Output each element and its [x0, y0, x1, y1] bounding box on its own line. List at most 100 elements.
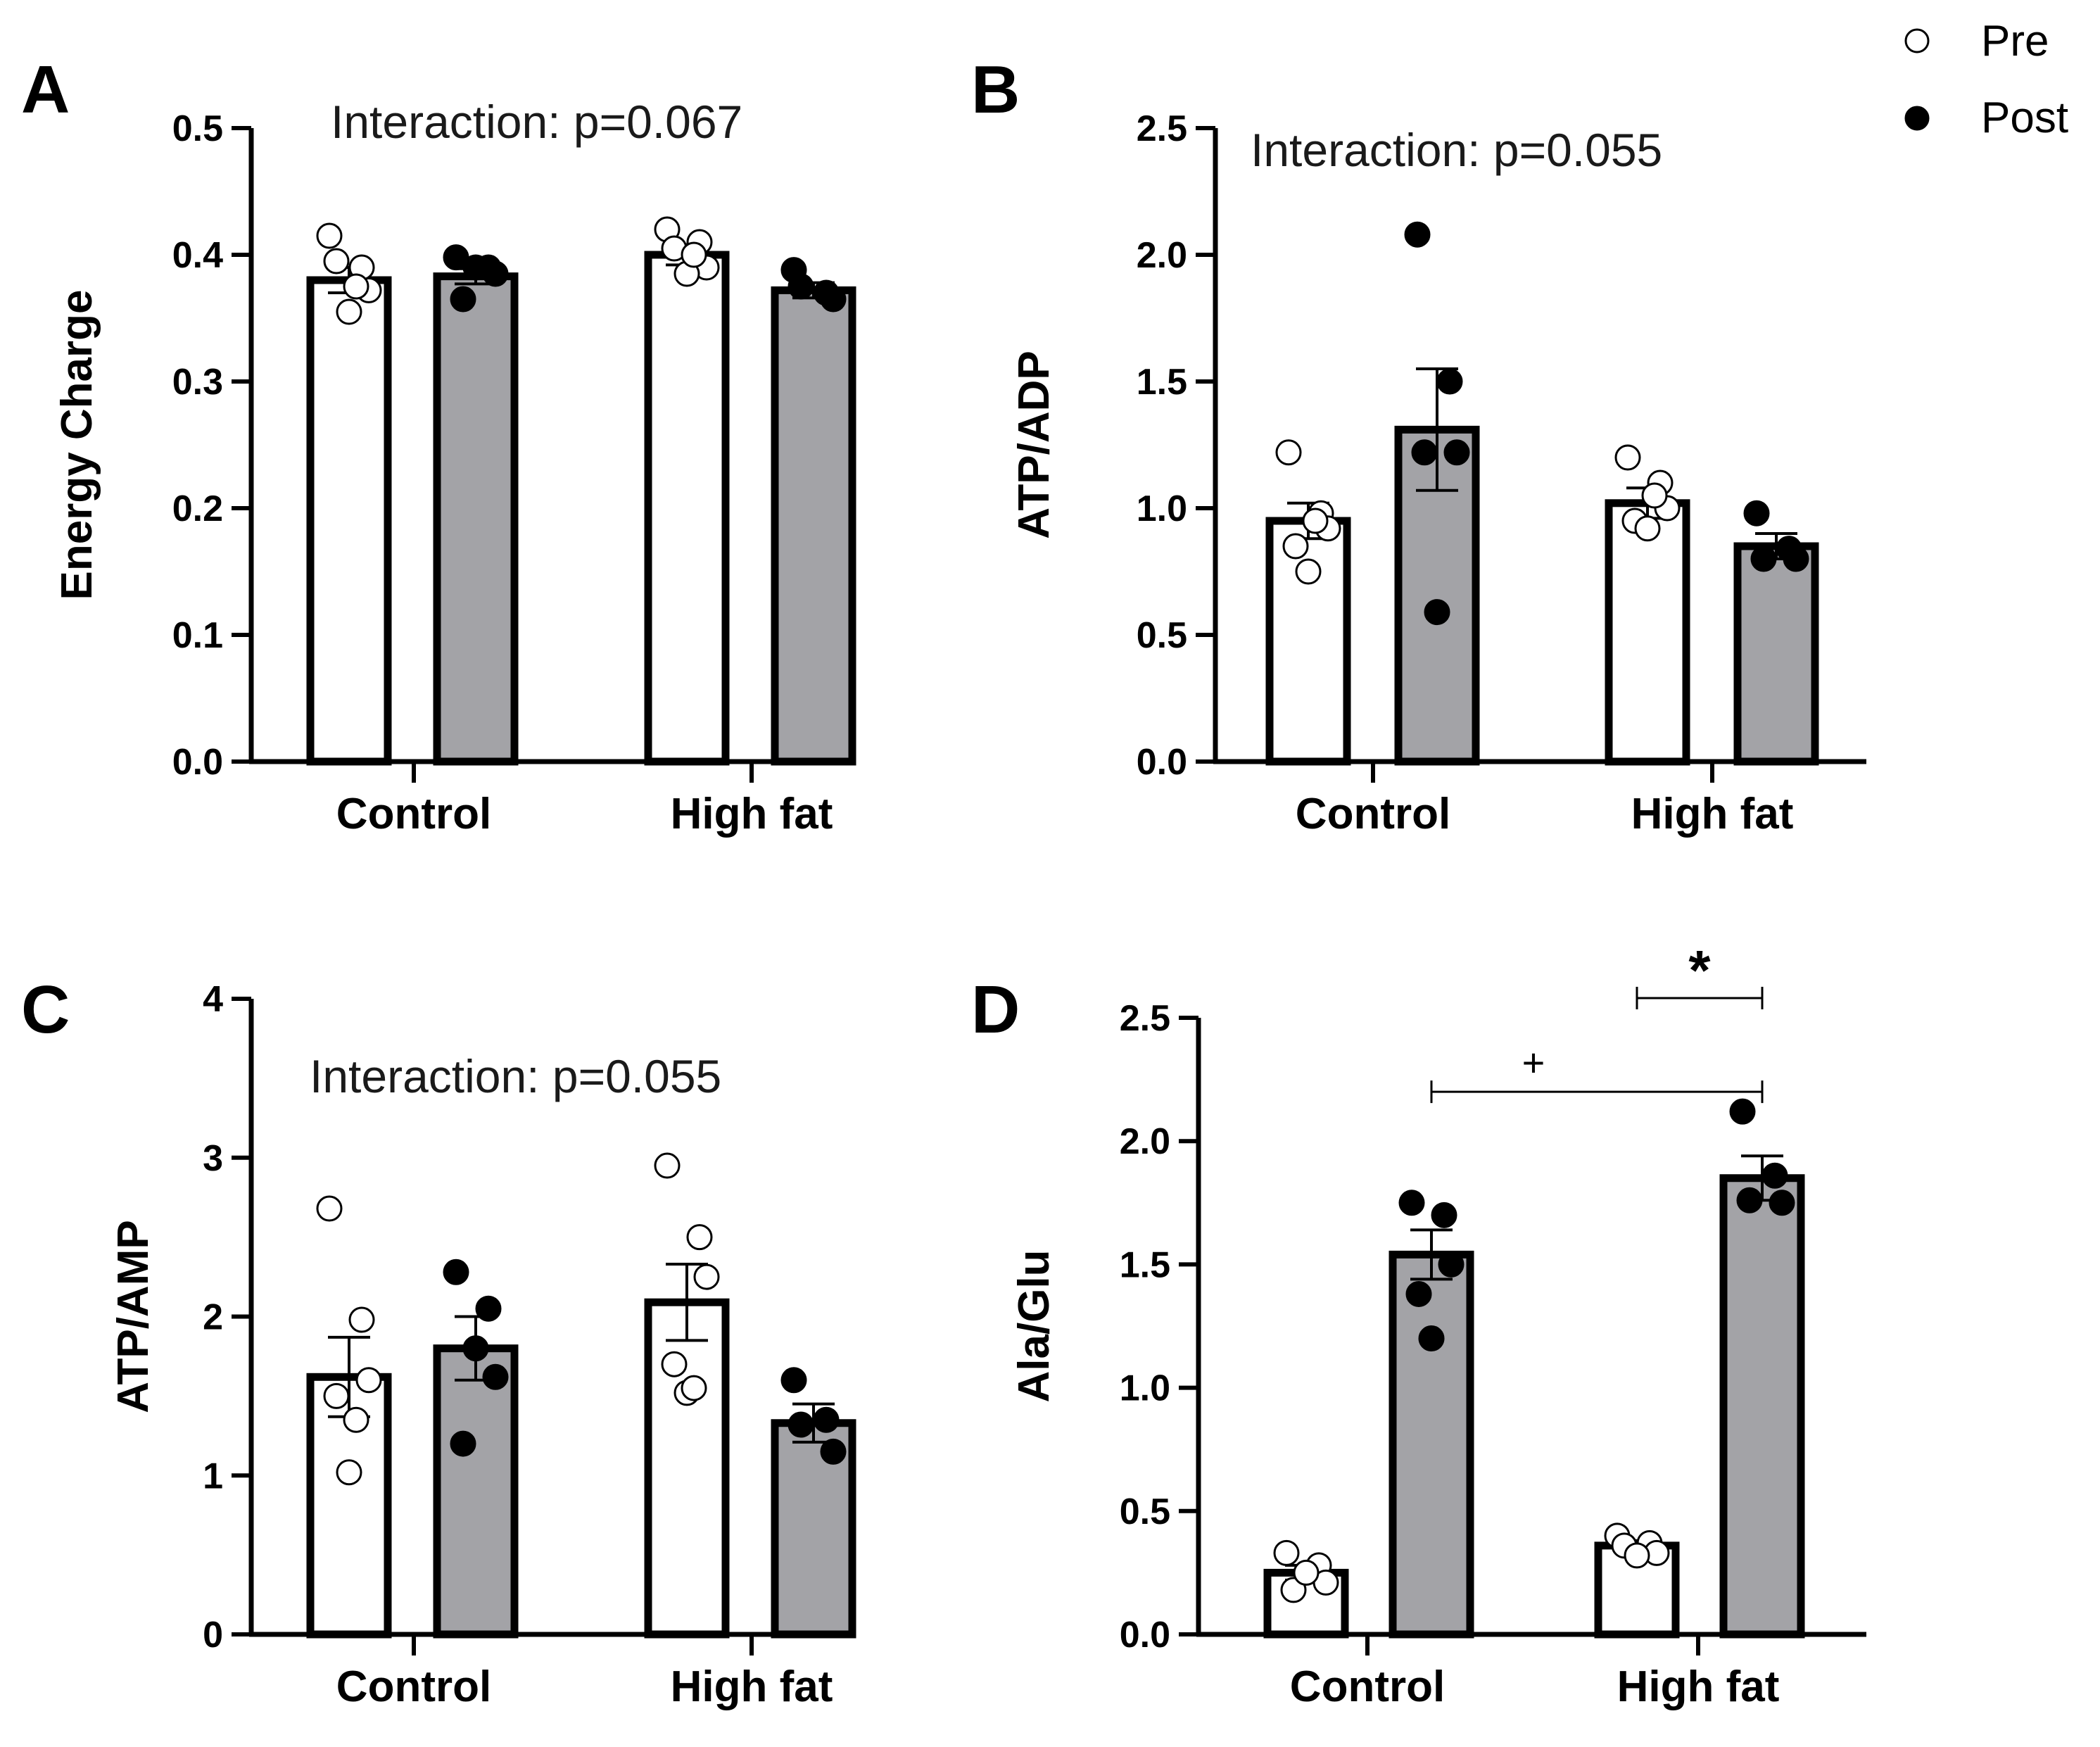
y-tick-label: 1.0 [1137, 488, 1187, 529]
panel-letter: C [21, 972, 70, 1047]
data-point-post [788, 1411, 814, 1438]
data-point-post [813, 1406, 840, 1433]
y-tick-label: 0.5 [172, 108, 223, 149]
data-point-post [1431, 1202, 1457, 1228]
legend-label-post: Post [1981, 94, 2068, 142]
panel-letter: B [971, 52, 1020, 127]
category-label: High fat [671, 1663, 833, 1711]
data-point-pre [343, 1406, 369, 1433]
legend-label-pre: Pre [1981, 17, 2049, 65]
data-point-post [1418, 1325, 1445, 1352]
y-tick-label: 2.5 [1120, 998, 1170, 1039]
data-point-post [1736, 1187, 1763, 1213]
legend-marker-post [1904, 106, 1930, 131]
bar-post-control [433, 272, 519, 766]
data-point-pre [654, 1152, 681, 1179]
data-point-post [1438, 1251, 1465, 1278]
data-point-pre [1641, 482, 1668, 509]
category-label: High fat [671, 790, 833, 838]
y-axis-label: Ala/Glu [1010, 1249, 1058, 1402]
y-tick-label: 2 [203, 1297, 223, 1338]
data-point-pre [323, 1382, 350, 1409]
data-point-post [450, 286, 476, 313]
data-point-post [462, 254, 489, 281]
bar-post-high-fat [771, 286, 856, 766]
data-point-pre [323, 248, 350, 275]
data-point-post [1424, 599, 1450, 626]
interaction-annotation: Interaction: p=0.055 [310, 1050, 721, 1102]
data-point-post [788, 273, 814, 300]
data-point-post [1743, 500, 1770, 526]
data-point-pre [348, 1306, 375, 1333]
data-point-pre [1280, 1577, 1307, 1603]
y-axis-label: ATP/AMP [109, 1220, 158, 1413]
data-point-pre [1302, 507, 1329, 534]
category-label: Control [336, 1663, 491, 1711]
y-tick-label: 4 [203, 979, 223, 1020]
y-axis-label: Energy Charge [53, 289, 101, 600]
data-point-post [1783, 545, 1809, 572]
y-tick-label: 0.4 [172, 235, 223, 276]
bar-pre-high-fat [1605, 499, 1690, 766]
data-point-post [780, 1367, 807, 1394]
data-point-pre [1275, 439, 1302, 466]
category-label: Control [336, 790, 491, 838]
y-tick-label: 0.5 [1137, 615, 1187, 656]
data-point-post [475, 1295, 502, 1322]
data-point-pre [1295, 558, 1322, 585]
y-tick-label: 0.1 [172, 615, 223, 656]
data-point-pre [1614, 444, 1641, 471]
bar-pre-control [306, 276, 392, 766]
y-tick-label: 1.5 [1137, 362, 1187, 403]
category-label: Control [1290, 1663, 1445, 1711]
data-point-pre [681, 241, 707, 268]
data-point-post [450, 1430, 476, 1457]
y-tick-label: 0 [203, 1615, 223, 1655]
bar-pre-control [1265, 517, 1351, 766]
y-tick-label: 0.0 [172, 742, 223, 783]
data-point-post [1405, 1280, 1432, 1307]
y-axis-label: ATP/ADP [1010, 351, 1058, 539]
data-point-pre [316, 1195, 343, 1222]
data-point-post [1769, 1190, 1795, 1216]
data-point-post [462, 1335, 489, 1362]
data-point-pre [1624, 1542, 1650, 1569]
data-point-post [443, 1259, 469, 1285]
data-point-post [1436, 368, 1463, 395]
y-tick-label: 0.0 [1137, 742, 1187, 783]
bar-pre-high-fat [644, 1298, 730, 1639]
data-point-post [820, 286, 847, 313]
data-point-pre [1282, 533, 1309, 560]
legend-marker-pre [1904, 28, 1930, 53]
bar-post-control [433, 1344, 519, 1639]
y-tick-label: 0.3 [172, 362, 223, 403]
data-point-pre [661, 1351, 688, 1377]
data-point-post [1404, 221, 1431, 248]
panel-b: B ATP/ADP Interaction: p=0.055 0.0 0.5 1.0 1.5… [971, 52, 1866, 838]
bar-post-high-fat [1733, 542, 1819, 766]
y-tick-label: 2.0 [1120, 1121, 1170, 1162]
data-point-pre [1273, 1539, 1300, 1566]
panel-c: C ATP/AMP Interaction: p=0.055 0 1 2 3 4 Control… [21, 972, 856, 1711]
data-point-pre [681, 1375, 707, 1401]
panel-a: A Energy Charge Interaction: p=0.067 0.0 0.1… [21, 52, 856, 838]
data-point-pre [1634, 515, 1661, 542]
panel-d: D Ala/Glu 0.0 0.5 1.0 1.5 2.0 2.5 Control High fa… [971, 939, 1866, 1711]
data-point-pre [686, 1224, 713, 1251]
category-label: High fat [1617, 1663, 1780, 1711]
y-tick-label: 0.5 [1120, 1491, 1170, 1532]
data-point-pre [336, 298, 362, 325]
y-tick-label: 0.0 [1120, 1615, 1170, 1655]
data-point-pre [693, 1263, 720, 1290]
y-tick-label: 1.5 [1120, 1244, 1170, 1285]
panel-letter: D [971, 972, 1020, 1047]
bar-post-control [1389, 1250, 1474, 1639]
data-point-pre [336, 1459, 362, 1486]
bar-pre-high-fat [644, 251, 730, 766]
bar-post-high-fat [1719, 1174, 1805, 1639]
legend: Pre Post [1904, 17, 2068, 142]
y-tick-label: 3 [203, 1138, 223, 1179]
data-point-post [1761, 1162, 1788, 1189]
interaction-annotation: Interaction: p=0.067 [331, 96, 742, 148]
